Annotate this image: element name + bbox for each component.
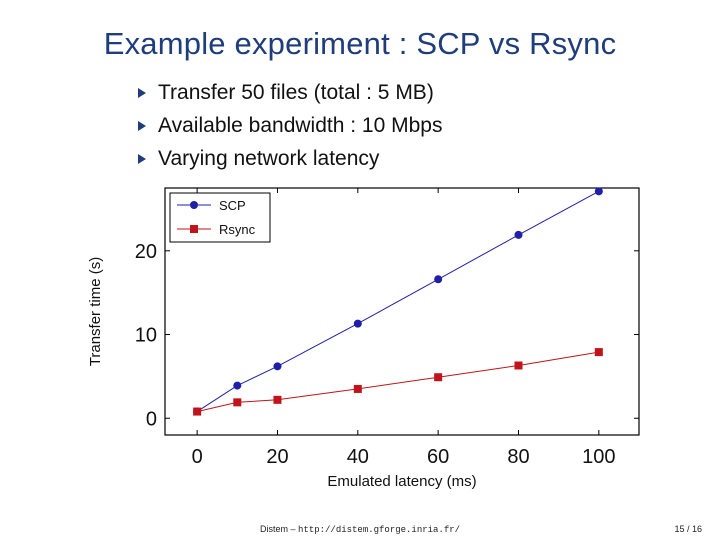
rsync-data-point (193, 407, 202, 416)
x-tick-label: 100 (582, 446, 615, 468)
rsync-legend-label: Rsync (219, 222, 256, 237)
rsync-series-line (196, 351, 599, 413)
x-axis-label: Emulated latency (ms) (327, 473, 476, 490)
slide-title: Example experiment : SCP vs Rsync (103, 26, 617, 61)
bullet-text: Transfer 50 files (total : 5 MB) (158, 80, 434, 104)
triangle-bullet-icon (138, 153, 146, 164)
x-tick-label: 0 (192, 446, 203, 468)
bullet-text: Available bandwidth : 10 Mbps (158, 113, 443, 137)
bullet-item: Varying network latency (138, 142, 442, 175)
scp-data-point (353, 319, 362, 328)
legend-box (169, 192, 271, 243)
rsync-data-point (514, 361, 523, 370)
rsync-data-point (434, 373, 443, 382)
bullet-list: Transfer 50 files (total : 5 MB) Availab… (138, 76, 442, 175)
scp-data-point (233, 381, 242, 390)
x-tick-label: 20 (266, 446, 288, 468)
x-tick-label: 60 (427, 446, 449, 468)
footer-credit: Distem – http://distem.gforge.inria.fr/ (0, 524, 720, 535)
y-tick-label: 0 (146, 408, 157, 430)
footer-url[interactable]: http://distem.gforge.inria.fr/ (298, 525, 461, 535)
scp-data-point (273, 362, 282, 371)
x-tick-label: 80 (507, 446, 529, 468)
rsync-data-point (233, 398, 242, 407)
rsync-legend-marker (190, 225, 198, 233)
y-axis-label: Transfer time (s) (87, 257, 104, 366)
y-tick-label: 10 (135, 325, 157, 347)
scp-data-point (514, 230, 523, 239)
rsync-data-point (594, 348, 603, 357)
x-tick-label: 40 (347, 446, 369, 468)
scp-data-point (434, 275, 443, 284)
bullet-text: Varying network latency (158, 146, 380, 170)
bullet-item: Transfer 50 files (total : 5 MB) (138, 76, 442, 109)
triangle-bullet-icon (138, 120, 146, 131)
footer-separator: – (290, 524, 296, 534)
rsync-data-point (273, 395, 282, 404)
page-number: 15 / 16 (674, 524, 702, 534)
plot-frame (164, 187, 640, 436)
triangle-bullet-icon (138, 87, 146, 98)
y-tick-label: 20 (135, 241, 157, 263)
scp-legend-label: SCP (219, 198, 246, 213)
bullet-item: Available bandwidth : 10 Mbps (138, 109, 442, 142)
footer-author: Distem (259, 524, 288, 534)
scp-legend-marker (190, 201, 198, 209)
rsync-data-point (353, 384, 362, 393)
scp-data-point (594, 187, 603, 196)
